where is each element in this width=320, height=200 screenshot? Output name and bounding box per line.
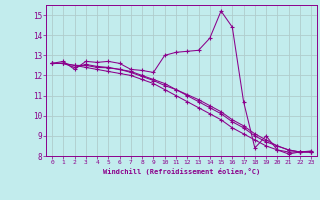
X-axis label: Windchill (Refroidissement éolien,°C): Windchill (Refroidissement éolien,°C) [103, 168, 260, 175]
